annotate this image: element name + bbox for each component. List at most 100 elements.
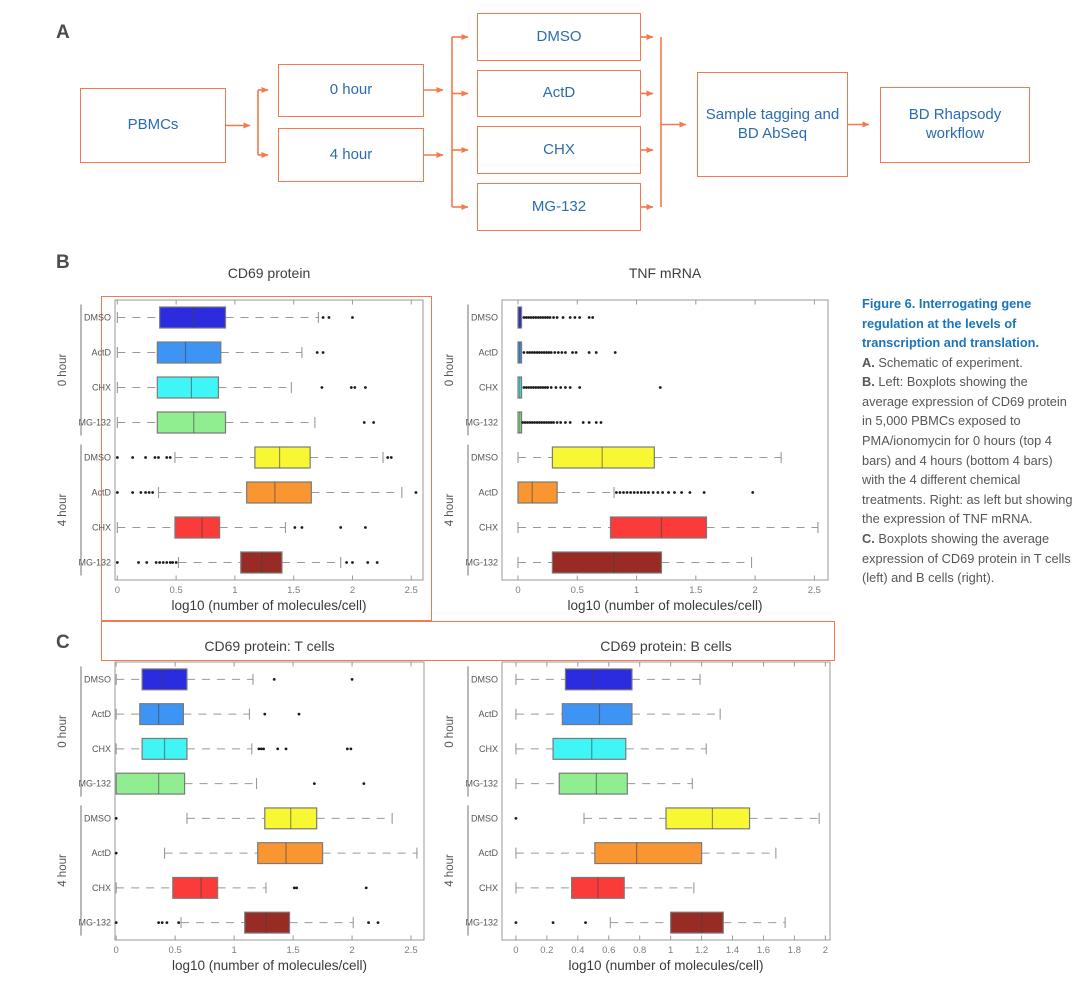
x-tick-label: 2 bbox=[349, 945, 354, 956]
row-label: CHX bbox=[479, 744, 498, 754]
group-label: 4 hour bbox=[57, 854, 69, 887]
outlier-dot bbox=[541, 316, 545, 319]
outlier-dot bbox=[165, 456, 169, 459]
boxplot-row-mg-132-4hour bbox=[114, 911, 380, 934]
chart-cd69-protein: CD69 protein 0 0.5 1 1.5 2 2.5 log10 (number of… bbox=[57, 265, 424, 613]
caption-item-a: A. Schematic of experiment. bbox=[862, 353, 1076, 373]
box-iqr bbox=[609, 516, 708, 539]
group-label: 4 hour bbox=[444, 854, 456, 887]
outlier-dot bbox=[545, 351, 548, 354]
outlier-dot bbox=[339, 526, 343, 529]
outlier-dot bbox=[533, 351, 536, 354]
x-tick-label: 1.5 bbox=[287, 585, 300, 596]
outlier-dot bbox=[555, 316, 559, 319]
flowchart-connectors bbox=[226, 34, 870, 210]
box-iqr bbox=[174, 516, 221, 539]
caption-text-b: Left: Boxplots showing the average expre… bbox=[862, 374, 1073, 527]
box-iqr bbox=[156, 411, 227, 434]
outlier-dot bbox=[536, 316, 540, 319]
outlier-dot bbox=[165, 921, 169, 925]
outlier-dot bbox=[366, 561, 370, 564]
outlier-dot bbox=[527, 386, 531, 389]
outlier-dot bbox=[673, 491, 676, 494]
outlier-dot bbox=[530, 421, 534, 424]
outlier-dot bbox=[158, 561, 162, 564]
outlier-dot bbox=[555, 421, 559, 424]
x-tick-label: 2.5 bbox=[404, 945, 417, 956]
outlier-dot bbox=[636, 491, 640, 494]
outlier-dot bbox=[514, 921, 518, 925]
row-label: CHX bbox=[479, 383, 498, 393]
x-tick-label: 0 bbox=[114, 945, 119, 956]
outlier-dot bbox=[578, 316, 582, 319]
panel-c-label: C bbox=[56, 632, 70, 653]
outlier-dot bbox=[542, 351, 546, 354]
x-tick-label: 1 bbox=[634, 585, 639, 596]
row-label: DMSO bbox=[471, 453, 498, 463]
box-iqr bbox=[594, 842, 703, 865]
x-axis-label: log10 (number of molecules/cell) bbox=[172, 958, 367, 973]
panel-a-label: A bbox=[56, 22, 70, 43]
box-iqr bbox=[172, 876, 219, 899]
outlier-dot bbox=[114, 816, 118, 820]
row-label: ActD bbox=[91, 348, 111, 358]
row-label: MG-132 bbox=[78, 418, 111, 428]
x-tick-label: 0 bbox=[513, 945, 518, 956]
x-tick-label: 0.4 bbox=[571, 945, 584, 956]
outlier-dot bbox=[564, 351, 567, 354]
outlier-dot bbox=[157, 456, 160, 459]
boxplot-row-chx-4hour bbox=[515, 876, 695, 899]
outlier-dot bbox=[529, 316, 533, 319]
outlier-dot bbox=[293, 526, 297, 529]
outlier-dot bbox=[545, 421, 548, 424]
caption-prefix-b: B. bbox=[862, 374, 875, 390]
row-label: DMSO bbox=[84, 674, 111, 684]
boxplot-row-dmso-4hour bbox=[115, 446, 393, 469]
boxplot-row-actd-0hour bbox=[115, 703, 301, 726]
row-label: ActD bbox=[91, 488, 111, 498]
outlier-dot bbox=[702, 491, 706, 494]
outlier-dot bbox=[542, 421, 546, 424]
boxplot-row-chx-4hour bbox=[115, 876, 368, 899]
outlier-dot bbox=[571, 351, 574, 354]
outlier-dot bbox=[568, 421, 572, 424]
x-tick-label: 1 bbox=[232, 585, 237, 596]
outlier-dot bbox=[688, 491, 692, 494]
box-iqr bbox=[551, 446, 655, 469]
outlier-dot bbox=[556, 351, 560, 354]
outlier-dot bbox=[591, 316, 595, 319]
outlier-dot bbox=[349, 747, 353, 751]
outlier-dot bbox=[312, 782, 316, 786]
outlier-dot bbox=[363, 526, 367, 529]
outlier-dot bbox=[594, 421, 598, 424]
row-label: DMSO bbox=[471, 313, 498, 323]
outlier-dot bbox=[320, 386, 324, 389]
outlier-dot bbox=[263, 712, 267, 716]
outlier-dot bbox=[541, 386, 545, 389]
flow-box-pbmcs: PBMCs bbox=[80, 88, 226, 163]
box-iqr bbox=[139, 703, 185, 726]
outlier-dot bbox=[539, 386, 542, 389]
outlier-dot bbox=[300, 526, 304, 529]
outlier-dot bbox=[137, 561, 140, 564]
outlier-dot bbox=[656, 491, 660, 494]
row-label: DMSO bbox=[471, 674, 498, 684]
outlier-dot bbox=[667, 491, 670, 494]
boxplot-row-mg-132-4hour bbox=[115, 551, 379, 574]
row-label: CHX bbox=[92, 523, 111, 533]
x-axis-label: log10 (number of molecules/cell) bbox=[568, 958, 763, 973]
boxplot-row-dmso-4hour bbox=[114, 807, 393, 830]
outlier-dot bbox=[157, 921, 161, 925]
x-tick-label: 1.2 bbox=[695, 945, 708, 956]
caption-item-b: B. Left: Boxplots showing the average ex… bbox=[862, 372, 1076, 529]
outlier-dot bbox=[613, 351, 617, 354]
caption-prefix-c: C. bbox=[862, 530, 875, 546]
caption-item-c: C. Boxplots showing the average expressi… bbox=[862, 529, 1076, 588]
outlier-dot bbox=[389, 456, 393, 459]
outlier-dot bbox=[573, 316, 577, 319]
chart-cd69-t-cells: CD69 protein: T cells 0 0.5 1 1.5 2 2.5 log10 (… bbox=[57, 638, 425, 973]
outlier-dot bbox=[351, 561, 354, 564]
x-tick-label: 2 bbox=[823, 945, 828, 956]
flow-box-mg132: MG-132 bbox=[477, 183, 641, 231]
x-tick-label: 1.8 bbox=[788, 945, 801, 956]
